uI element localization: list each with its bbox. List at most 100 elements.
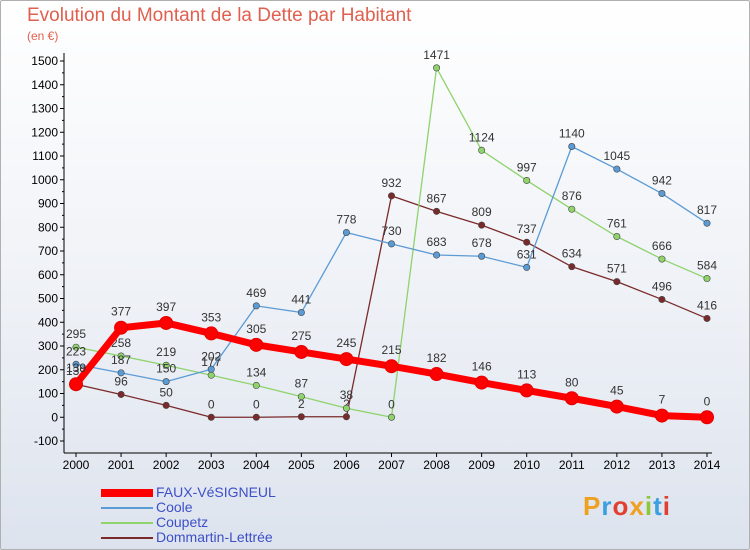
data-label: 219: [156, 345, 176, 359]
data-point: [700, 410, 714, 425]
data-point: [159, 315, 174, 330]
y-tick-label: 300: [38, 339, 58, 353]
data-point: [609, 399, 624, 414]
data-label: 997: [517, 160, 537, 174]
legend-label: FAUX-VéSIGNEUL: [156, 484, 276, 500]
x-tick-label: 2008: [423, 458, 450, 472]
data-point: [339, 352, 354, 367]
x-tick-label: 2002: [153, 458, 180, 472]
legend-swatch: [101, 522, 153, 524]
data-point: [478, 146, 486, 154]
data-label: 778: [336, 212, 356, 226]
data-label: 80: [565, 375, 579, 389]
x-tick-label: 2014: [694, 458, 721, 472]
data-label: 469: [246, 286, 266, 300]
data-point: [207, 371, 215, 379]
data-point: [252, 302, 260, 310]
data-point: [613, 278, 621, 286]
data-label: 678: [472, 236, 492, 250]
chart-subtitle: (en €): [27, 29, 59, 43]
data-label: 295: [66, 327, 86, 341]
data-point: [474, 375, 489, 390]
data-point: [114, 320, 129, 335]
y-tick-label: 900: [38, 197, 58, 211]
data-label: 634: [562, 247, 582, 261]
y-tick-label: 1300: [31, 102, 58, 116]
y-tick-label: 100: [38, 387, 58, 401]
data-point: [478, 221, 486, 229]
data-label: 215: [381, 343, 401, 357]
data-point: [117, 369, 125, 377]
data-label: 496: [652, 279, 672, 293]
data-point: [387, 192, 395, 200]
data-label: 584: [697, 259, 717, 273]
data-point: [564, 391, 579, 406]
data-label: 223: [66, 344, 86, 358]
data-point: [658, 190, 666, 198]
y-tick-label: 200: [38, 363, 58, 377]
data-point: [568, 263, 576, 271]
data-label: 571: [607, 262, 627, 276]
data-point: [658, 255, 666, 263]
data-label: 416: [697, 298, 717, 312]
y-tick-label: 700: [38, 244, 58, 258]
x-tick-label: 2000: [63, 458, 90, 472]
data-label: 7: [659, 393, 666, 407]
y-tick-label: 800: [38, 220, 58, 234]
data-label: 245: [336, 336, 356, 350]
data-point: [252, 413, 260, 421]
data-point: [117, 352, 125, 360]
data-point: [703, 275, 711, 283]
data-label: 1124: [469, 130, 495, 144]
data-label: 737: [517, 222, 537, 236]
y-tick-label: 1200: [31, 125, 58, 139]
y-tick-label: 600: [38, 268, 58, 282]
data-label: 0: [253, 397, 260, 411]
data-point: [342, 404, 350, 412]
x-tick-label: 2013: [649, 458, 676, 472]
data-label: 113: [517, 367, 536, 381]
chart-title: Evolution du Montant de la Dette par Hab…: [27, 5, 412, 26]
data-point: [297, 393, 305, 401]
data-point: [249, 337, 264, 352]
data-label: 139: [66, 361, 86, 375]
data-label: 942: [652, 174, 672, 188]
data-label: 397: [156, 300, 176, 314]
x-tick-label: 2001: [108, 458, 135, 472]
line-chart: -100010020030040050060070080090010001100…: [31, 48, 721, 472]
data-label: 275: [291, 329, 311, 343]
data-label: 146: [472, 360, 492, 374]
data-label: 377: [111, 305, 131, 319]
data-point: [658, 295, 666, 303]
data-label: 177: [201, 355, 221, 369]
y-tick-label: 1400: [31, 78, 58, 92]
data-point: [654, 408, 669, 423]
data-point: [384, 359, 399, 374]
data-label: 305: [246, 322, 266, 336]
legend-label: Coupetz: [156, 514, 209, 530]
data-label: 0: [208, 397, 215, 411]
data-point: [294, 344, 309, 359]
data-label: 50: [159, 385, 173, 399]
data-label: 441: [291, 293, 311, 307]
x-tick-label: 2009: [468, 458, 495, 472]
y-tick-label: 1100: [32, 149, 58, 163]
data-point: [433, 207, 441, 215]
data-label: 0: [704, 394, 711, 408]
data-point: [207, 365, 215, 373]
data-point: [703, 219, 711, 227]
data-point: [387, 413, 395, 421]
data-label: 0: [388, 397, 395, 411]
data-point: [162, 401, 170, 409]
data-point: [342, 413, 350, 421]
data-point: [433, 251, 441, 259]
data-label: 683: [427, 235, 447, 249]
x-tick-label: 2004: [243, 458, 270, 472]
legend-swatch: [101, 489, 153, 497]
legend-label: Coole: [156, 499, 193, 515]
y-tick-label: 0: [51, 410, 58, 424]
data-point: [72, 343, 80, 351]
data-point: [207, 413, 215, 421]
data-point: [523, 176, 531, 184]
